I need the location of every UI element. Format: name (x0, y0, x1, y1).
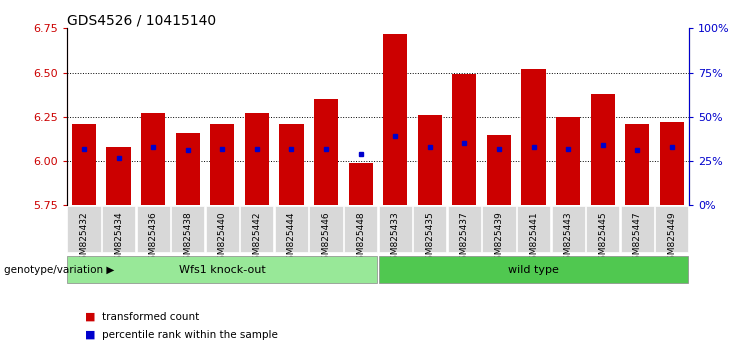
Text: GSM825433: GSM825433 (391, 211, 399, 266)
Text: GSM825435: GSM825435 (425, 211, 434, 266)
FancyBboxPatch shape (310, 206, 342, 252)
FancyBboxPatch shape (586, 206, 619, 252)
Text: GSM825448: GSM825448 (356, 211, 365, 266)
Bar (107, 147, 130, 205)
Text: GSM825446: GSM825446 (322, 211, 330, 266)
FancyBboxPatch shape (413, 206, 446, 252)
Text: percentile rank within the sample: percentile rank within the sample (102, 330, 277, 339)
Bar (141, 113, 165, 205)
Bar (591, 94, 615, 205)
Bar (383, 34, 408, 205)
Text: GSM825444: GSM825444 (287, 211, 296, 266)
Bar (72, 124, 96, 205)
Bar (279, 124, 304, 205)
Bar (348, 163, 373, 205)
FancyBboxPatch shape (240, 206, 273, 252)
FancyBboxPatch shape (379, 206, 412, 252)
FancyBboxPatch shape (379, 256, 688, 284)
FancyBboxPatch shape (621, 206, 654, 252)
Text: genotype/variation ▶: genotype/variation ▶ (4, 265, 114, 275)
FancyBboxPatch shape (551, 206, 585, 252)
Bar (659, 122, 684, 205)
Bar (210, 124, 234, 205)
Text: GSM825434: GSM825434 (114, 211, 123, 266)
Text: GSM825436: GSM825436 (149, 211, 158, 266)
Text: GSM825437: GSM825437 (460, 211, 469, 266)
FancyBboxPatch shape (448, 206, 481, 252)
Bar (418, 115, 442, 205)
Bar (487, 135, 511, 205)
Text: ■: ■ (85, 330, 96, 339)
FancyBboxPatch shape (344, 206, 377, 252)
Text: ■: ■ (85, 312, 96, 322)
Text: transformed count: transformed count (102, 312, 199, 322)
Bar (522, 69, 545, 205)
Bar (556, 117, 580, 205)
Text: GSM825432: GSM825432 (79, 211, 88, 266)
Text: GSM825449: GSM825449 (668, 211, 677, 266)
Text: Wfs1 knock-out: Wfs1 knock-out (179, 265, 266, 275)
FancyBboxPatch shape (655, 206, 688, 252)
Bar (452, 74, 476, 205)
FancyBboxPatch shape (67, 206, 101, 252)
Text: GSM825441: GSM825441 (529, 211, 538, 266)
FancyBboxPatch shape (517, 206, 550, 252)
Bar (625, 124, 649, 205)
FancyBboxPatch shape (275, 206, 308, 252)
Text: GSM825439: GSM825439 (494, 211, 503, 266)
FancyBboxPatch shape (67, 256, 377, 284)
Text: GSM825440: GSM825440 (218, 211, 227, 266)
Text: GDS4526 / 10415140: GDS4526 / 10415140 (67, 13, 216, 27)
Bar (314, 99, 338, 205)
FancyBboxPatch shape (206, 206, 239, 252)
Text: GSM825438: GSM825438 (183, 211, 192, 266)
Text: GSM825447: GSM825447 (633, 211, 642, 266)
FancyBboxPatch shape (171, 206, 205, 252)
FancyBboxPatch shape (102, 206, 135, 252)
Bar (245, 113, 269, 205)
Text: GSM825442: GSM825442 (253, 211, 262, 266)
FancyBboxPatch shape (136, 206, 170, 252)
Text: wild type: wild type (508, 265, 559, 275)
Text: GSM825445: GSM825445 (598, 211, 607, 266)
FancyBboxPatch shape (482, 206, 516, 252)
Bar (176, 133, 200, 205)
Text: GSM825443: GSM825443 (564, 211, 573, 266)
